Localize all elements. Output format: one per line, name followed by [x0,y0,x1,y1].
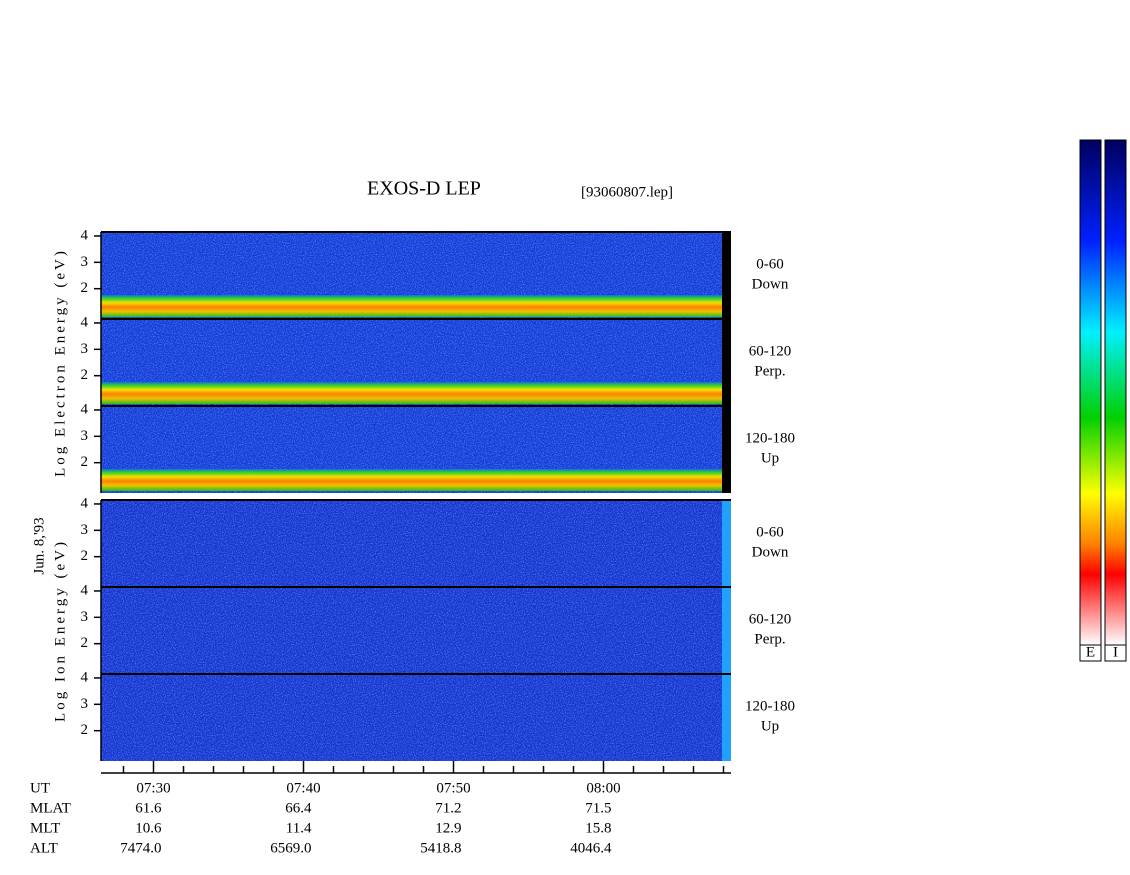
spectrogram-edge [722,319,731,406]
y-tick-label: 3 [81,522,89,538]
colorbar-label: I [1113,644,1118,660]
y-tick-label: 2 [81,722,89,738]
colorbar-label: E [1086,644,1095,660]
orbit-row-label: MLAT [30,800,71,816]
x-tick-label: 07:40 [286,780,320,796]
panel-sublabel: Up [761,718,779,734]
orbit-value: 6569.0 [270,840,311,856]
spectrogram-edge [722,406,731,493]
spectrogram-band [101,295,722,317]
panel-label: 60-120 [749,611,792,627]
spectrogram-noise [101,500,722,587]
panel-sublabel: Perp. [754,631,785,647]
orbit-value: 71.5 [585,800,611,816]
date-label: Jun. 8,'93 [31,517,47,574]
y-tick-label: 4 [81,401,89,417]
orbit-value: 71.2 [435,800,461,816]
y-tick-label: 3 [81,428,89,444]
orbit-value: 10.6 [135,820,162,836]
file-label: [93060807.lep] [581,184,673,200]
panel-sublabel: Up [761,450,779,466]
spectrogram-band [101,382,722,404]
colorbar-box [1104,644,1127,662]
orbit-value: 11.4 [286,820,312,836]
spectrogram-noise [101,674,722,761]
y-tick-label: 3 [81,341,89,357]
colorbar [1079,139,1102,646]
ut-label: UT [30,780,50,796]
panel-label: 120-180 [745,698,795,714]
y-tick-label: 2 [81,367,89,383]
x-tick-label: 08:00 [586,780,620,796]
orbit-row-label: MLT [30,820,60,836]
spectrogram-band [101,469,722,491]
panel-sublabel: Perp. [754,363,785,379]
y-tick-label: 3 [81,254,89,270]
colorbar-box [1079,644,1102,662]
y-tick-label: 4 [81,582,89,598]
y-tick-label: 4 [81,669,89,685]
colorbar [1104,139,1127,646]
panel-sublabel: Down [752,544,789,560]
y-tick-label: 3 [81,609,89,625]
spectrogram-edge [722,674,731,761]
panel-label: 0-60 [756,524,784,540]
panel-sublabel: Down [752,276,789,292]
y-axis-label: Log Ion Energy (eV) [52,539,68,722]
panel-label: 60-120 [749,343,792,359]
y-tick-label: 2 [81,635,89,651]
chart-title: EXOS-D LEP [367,178,481,200]
orbit-value: 7474.0 [120,840,161,856]
y-tick-label: 2 [81,454,89,470]
orbit-row-label: ALT [30,840,58,856]
x-tick-label: 07:50 [436,780,470,796]
panel-label: 0-60 [756,256,784,272]
y-tick-label: 4 [81,227,89,243]
y-axis-label: Log Electron Energy (eV) [52,248,68,477]
x-tick-label: 07:30 [136,780,170,796]
spectrogram-edge [722,500,731,587]
spectrogram-edge [722,232,731,319]
orbit-value: 66.4 [285,800,312,816]
y-tick-label: 3 [81,696,89,712]
y-tick-label: 2 [81,548,89,564]
y-tick-label: 2 [81,280,89,296]
orbit-value: 4046.4 [570,840,612,856]
orbit-value: 61.6 [135,800,162,816]
y-tick-label: 4 [81,495,89,511]
spectrogram-noise [101,587,722,674]
y-tick-label: 4 [81,314,89,330]
panel-label: 120-180 [745,430,795,446]
orbit-value: 15.8 [585,820,611,836]
orbit-value: 5418.8 [420,840,461,856]
orbit-value: 12.9 [435,820,461,836]
spectrogram-edge [722,587,731,674]
